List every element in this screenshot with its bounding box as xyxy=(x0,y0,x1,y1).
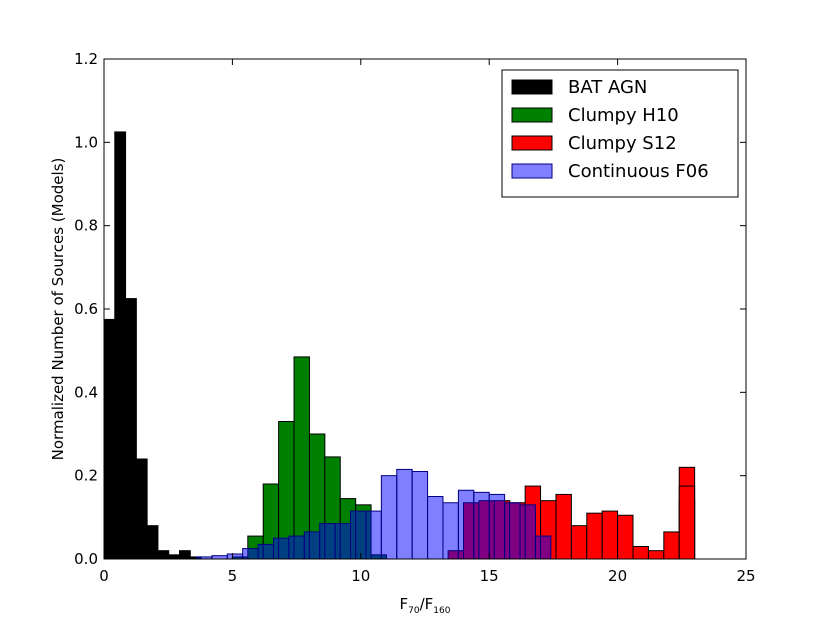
y-tick-label: 0.6 xyxy=(74,300,98,318)
bar-s2-13 xyxy=(647,550,665,560)
bar-s3-17 xyxy=(457,489,475,560)
x-tick-label: 5 xyxy=(228,567,238,585)
bar-s3-8 xyxy=(319,523,336,560)
x-axis-label-sep: /F xyxy=(420,595,434,613)
bar-s3-15 xyxy=(427,496,444,560)
x-tick-label: 20 xyxy=(608,567,627,585)
x-axis-label: F70/F160 xyxy=(400,595,451,616)
x-axis-label-main: F xyxy=(400,595,409,613)
bar-s3-20 xyxy=(504,502,521,560)
bar-s3-16 xyxy=(442,502,459,560)
x-tick-label: 25 xyxy=(736,567,755,585)
bar-s2-9 xyxy=(586,512,603,560)
y-tick-label: 0.4 xyxy=(74,383,98,401)
y-axis-label: Normalized Number of Sources (Models) xyxy=(49,158,67,461)
series-0 xyxy=(103,131,202,560)
bar-s3-12 xyxy=(380,475,398,560)
bar-s0-7 xyxy=(178,550,191,560)
legend-swatch-0 xyxy=(511,79,553,95)
x-tick-label: 0 xyxy=(99,567,109,585)
bar-s0-1 xyxy=(114,131,127,560)
bar-s3-5 xyxy=(272,537,290,560)
bar-s3-13 xyxy=(396,468,413,560)
legend-label-2: Clumpy S12 xyxy=(568,133,677,154)
bar-s2-8 xyxy=(570,525,588,560)
bar-s3-9 xyxy=(334,523,352,560)
x-axis-label-sub1: 70 xyxy=(408,606,420,616)
bar-s2-10 xyxy=(601,510,619,560)
legend-swatch-2 xyxy=(511,135,553,151)
y-tick-label: 0.2 xyxy=(74,467,98,485)
legend-swatch-1 xyxy=(511,107,553,123)
bar-s2-12 xyxy=(632,546,649,560)
bar-s3-21 xyxy=(519,504,536,560)
series-3 xyxy=(195,468,552,560)
bar-s3-3 xyxy=(242,548,259,560)
axis-ticks: 0 5 10 15 20 25 0.0 0.2 0.4 0.6 0.8 1.0 1.2 xyxy=(74,50,755,585)
y-tick-label: 0.0 xyxy=(74,550,98,568)
bar-s3-14 xyxy=(411,471,429,560)
legend: BAT AGN Clumpy H10 Clumpy S12 Continuous F0… xyxy=(501,69,739,198)
legend-label-0: BAT AGN xyxy=(568,77,647,98)
legend-label-3: Continuous F06 xyxy=(568,161,709,182)
bar-s2-14 xyxy=(663,531,680,560)
bar-s3-4 xyxy=(257,543,274,560)
bar-s0-6 xyxy=(168,554,180,560)
bar-s3-2 xyxy=(226,553,244,560)
y-tick-label: 0.8 xyxy=(74,217,98,235)
bar-s3-6 xyxy=(288,535,305,560)
bars-layer xyxy=(103,131,696,560)
bar-s2-11 xyxy=(617,514,634,560)
bar-s1-4 xyxy=(293,356,310,560)
bar-s0-2 xyxy=(125,298,137,560)
bar-s2-17 xyxy=(678,485,696,560)
legend-swatch-3 xyxy=(511,163,553,179)
legend-label-1: Clumpy H10 xyxy=(568,105,679,126)
x-tick-label: 10 xyxy=(351,567,370,585)
y-tick-label: 1.0 xyxy=(74,133,98,151)
bar-s0-3 xyxy=(135,458,148,560)
bar-s0-5 xyxy=(157,550,170,560)
x-tick-label: 15 xyxy=(480,567,499,585)
bar-s3-22 xyxy=(534,535,552,560)
bar-s3-7 xyxy=(303,531,321,560)
bar-s2-7 xyxy=(555,493,572,560)
bar-s3-18 xyxy=(473,491,490,560)
bar-s3-19 xyxy=(488,493,506,560)
y-tick-label: 1.2 xyxy=(74,50,98,68)
bar-s0-4 xyxy=(146,525,159,560)
bar-s3-11 xyxy=(365,510,382,560)
bar-s3-10 xyxy=(350,510,367,560)
bar-s0-0 xyxy=(103,318,116,560)
x-axis-label-sub2: 160 xyxy=(433,606,450,616)
